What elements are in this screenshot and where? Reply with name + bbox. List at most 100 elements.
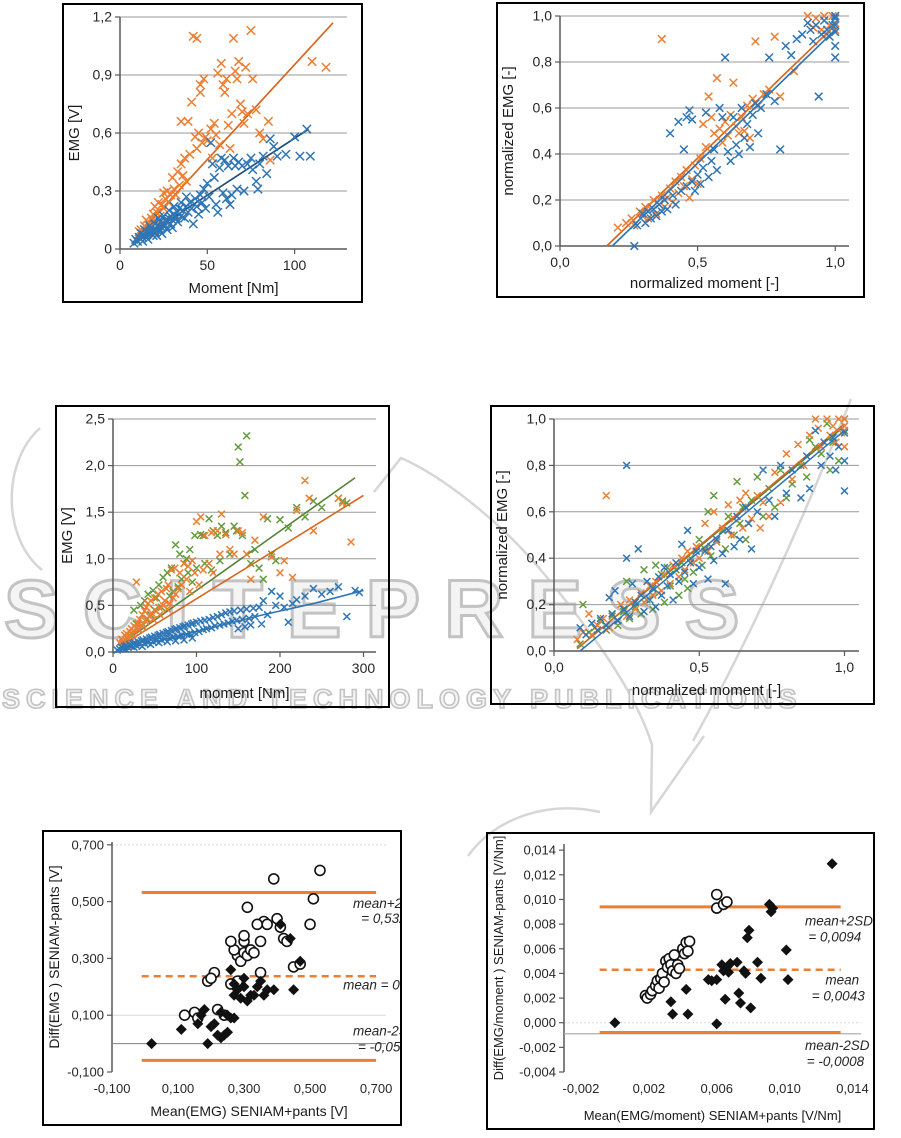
chart-2-canvas: 0 100 200 300 0,0 0,5 1,0 1,5 2,0 2,5 moment [Nm] E… xyxy=(59,411,376,702)
series-filled-diamonds xyxy=(609,858,838,1030)
x-tick-label: 0,0 xyxy=(550,254,570,270)
x-tick-label: 0,100 xyxy=(162,1081,195,1096)
x-tick-label: 0,500 xyxy=(294,1081,327,1096)
y-tick-label: 0,6 xyxy=(93,125,113,141)
x-tick-label: 0,0 xyxy=(544,659,564,675)
annotation: mean xyxy=(825,972,859,987)
series-blue xyxy=(129,124,316,248)
x-markers xyxy=(573,415,849,644)
annotation: = 0,0043 xyxy=(812,989,865,1004)
y-tick-label: 0,3 xyxy=(93,183,113,199)
y-tick-label: 0,4 xyxy=(533,146,553,162)
chart-emg-vs-moment-3series: 0 100 200 300 0,0 0,5 1,0 1,5 2,0 2,5 moment [Nm] E… xyxy=(55,405,390,708)
x-tick-label: 100 xyxy=(283,257,307,273)
x-tick-label: 1,0 xyxy=(826,254,846,270)
y-tick-label: 0,6 xyxy=(527,503,547,519)
diamond-markers xyxy=(609,858,838,1030)
x-axis-title: Mean(EMG) SENIAM+pants [V] xyxy=(150,1103,347,1119)
series-blue xyxy=(576,426,849,639)
annotation: mean+2SD xyxy=(805,913,873,928)
y-tick-label: 0,8 xyxy=(533,54,553,70)
x-tick-label: 0,5 xyxy=(688,254,708,270)
chart-bland-altman-emg: mean+2SD= 0,532 mean = 0,237 mean-2SD= -0,… xyxy=(42,830,402,1126)
x-markers xyxy=(576,426,849,639)
y-tick-label: 0,9 xyxy=(93,67,113,83)
y-tick-label: 0,300 xyxy=(71,951,104,966)
x-axis-title: moment [Nm] xyxy=(199,685,289,702)
circle-marker xyxy=(658,976,670,988)
chart-emg-vs-moment: 0 50 100 0 0,3 0,6 0,9 1,2 Moment [Nm] EMG [V] xyxy=(62,3,363,303)
circle-marker xyxy=(304,918,316,931)
circle-marker xyxy=(682,945,694,958)
annotation: mean-2SD xyxy=(353,1024,400,1039)
trendline-orange xyxy=(133,22,334,240)
y-tick-label: 1,5 xyxy=(86,504,106,520)
x-tick-label: 50 xyxy=(200,257,216,273)
y-tick-label: -0,002 xyxy=(519,1040,556,1055)
trendline-blue xyxy=(121,589,364,651)
circle-marker xyxy=(683,935,696,948)
chart-bland-altman-emg-per-moment: mean+2SD = 0,0094 mean = 0,0043 mean-2SD = -0… xyxy=(486,832,875,1130)
x-tick-label: 0,300 xyxy=(228,1081,261,1096)
y-axis-title: Diff(EMG/moment ) SENIAM-pants [V/Nm] xyxy=(491,836,506,1081)
y-tick-label: 0,0 xyxy=(527,643,547,659)
y-tick-label: 0,004 xyxy=(523,966,556,981)
circle-marker xyxy=(710,888,723,901)
chart-normalized-emg-vs-moment: 0,0 0,5 1,0 0,0 0,2 0,4 0,6 0,8 1,0 normalized mo… xyxy=(496,2,865,298)
y-tick-label: 0,4 xyxy=(527,550,547,566)
y-tick-label: 2,0 xyxy=(86,457,106,473)
y-axis-title: EMG [V] xyxy=(66,105,83,162)
x-tick-label: 100 xyxy=(185,660,209,676)
swoosh-left-arc xyxy=(10,427,43,571)
x-axis-title: Moment [Nm] xyxy=(188,280,278,297)
circle-marker xyxy=(225,935,237,948)
y-tick-label: 0,000 xyxy=(523,1015,556,1030)
chart-4-canvas: mean+2SD= 0,532 mean = 0,237 mean-2SD= -0,… xyxy=(46,837,400,1119)
circle-marker xyxy=(307,892,320,905)
y-tick-label: 2,5 xyxy=(86,411,106,427)
x-markers xyxy=(129,124,316,248)
series-orange xyxy=(573,415,849,644)
y-tick-label: 0,012 xyxy=(523,867,556,882)
y-tick-label: 1,0 xyxy=(533,8,553,24)
y-axis-title: normalized EMG [-] xyxy=(500,66,517,195)
circle-marker xyxy=(238,929,250,942)
x-tick-label: -0,002 xyxy=(563,1081,600,1096)
y-tick-label: 0,700 xyxy=(71,837,104,852)
y-tick-label: 0 xyxy=(104,241,112,257)
y-tick-label: 1,0 xyxy=(86,550,106,566)
y-tick-label: 0,0 xyxy=(533,238,553,254)
x-axis-title: Mean(EMG/moment) SENIAM+pants [V/Nm] xyxy=(584,1108,842,1123)
x-tick-label: -0,100 xyxy=(94,1081,131,1096)
y-tick-label: 0,2 xyxy=(527,596,547,612)
x-tick-label: 300 xyxy=(352,660,376,676)
y-tick-label: -0,100 xyxy=(67,1065,104,1080)
circle-marker xyxy=(254,935,267,948)
y-axis-title: Diff(EMG ) SENIAM-pants [V] xyxy=(46,865,62,1048)
x-tick-label: 0,010 xyxy=(768,1081,801,1096)
circle-marker xyxy=(248,946,260,959)
y-tick-label: -0,004 xyxy=(519,1065,556,1080)
circle-marker xyxy=(251,918,264,931)
circle-marker xyxy=(241,901,254,914)
x-markers xyxy=(613,11,840,232)
series-orange xyxy=(115,476,355,647)
circle-marker xyxy=(673,962,686,975)
y-tick-label: 0,2 xyxy=(533,192,553,208)
x-axis-title: normalized moment [-] xyxy=(632,682,781,699)
x-markers xyxy=(115,476,355,647)
x-markers xyxy=(113,582,364,655)
y-tick-label: 0,010 xyxy=(523,892,556,907)
chart-0-canvas: 0 50 100 0 0,3 0,6 0,9 1,2 Moment [Nm] EMG [V] xyxy=(66,9,347,297)
circle-marker xyxy=(261,918,273,931)
circle-marker xyxy=(267,873,280,885)
x-tick-label: 200 xyxy=(268,660,292,676)
chart-normalized-emg-vs-moment-3series: 0,0 0,5 1,0 0,0 0,2 0,4 0,6 0,8 1,0 normalized mo… xyxy=(490,405,875,705)
y-tick-label: 0,8 xyxy=(527,457,547,473)
annotation: mean+2SD xyxy=(353,896,400,911)
y-tick-label: 0,6 xyxy=(533,100,553,116)
x-tick-label: 0 xyxy=(109,660,117,676)
x-tick-label: 0 xyxy=(116,257,124,273)
y-tick-label: 0,008 xyxy=(523,917,556,932)
y-tick-label: 0,014 xyxy=(523,843,556,858)
